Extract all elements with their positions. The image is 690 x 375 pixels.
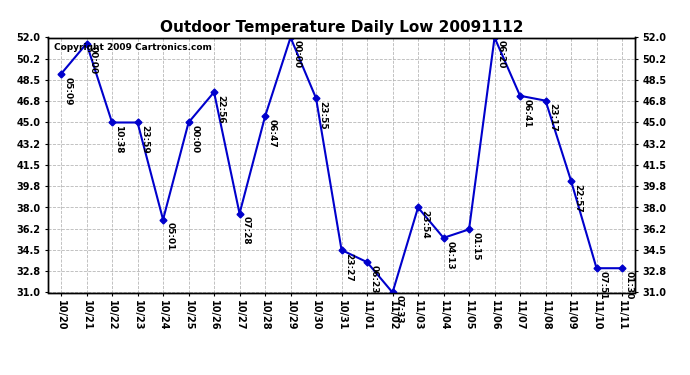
- Text: 22:56: 22:56: [217, 95, 226, 123]
- Text: 23:55: 23:55: [319, 101, 328, 130]
- Text: 00:00: 00:00: [191, 125, 200, 153]
- Text: 23:27: 23:27: [344, 253, 353, 282]
- Text: 01:15: 01:15: [471, 232, 480, 261]
- Text: 10:38: 10:38: [115, 125, 124, 154]
- Text: 05:09: 05:09: [63, 77, 72, 105]
- Text: 06:41: 06:41: [522, 99, 531, 127]
- Text: 00:00: 00:00: [89, 46, 98, 75]
- Text: 00:00: 00:00: [293, 40, 302, 68]
- Text: 22:57: 22:57: [573, 184, 582, 212]
- Text: 01:30: 01:30: [624, 271, 633, 299]
- Title: Outdoor Temperature Daily Low 20091112: Outdoor Temperature Daily Low 20091112: [160, 20, 523, 35]
- Text: 23:54: 23:54: [420, 210, 429, 239]
- Text: 07:33: 07:33: [395, 295, 404, 324]
- Text: 07:51: 07:51: [599, 271, 608, 300]
- Text: 05:01: 05:01: [166, 222, 175, 251]
- Text: 23:59: 23:59: [140, 125, 149, 154]
- Text: 23:17: 23:17: [548, 104, 557, 132]
- Text: 06:23: 06:23: [369, 265, 379, 293]
- Text: 04:13: 04:13: [446, 241, 455, 269]
- Text: 07:28: 07:28: [242, 216, 251, 245]
- Text: 06:20: 06:20: [497, 40, 506, 69]
- Text: 06:47: 06:47: [268, 119, 277, 148]
- Text: Copyright 2009 Cartronics.com: Copyright 2009 Cartronics.com: [55, 43, 212, 52]
